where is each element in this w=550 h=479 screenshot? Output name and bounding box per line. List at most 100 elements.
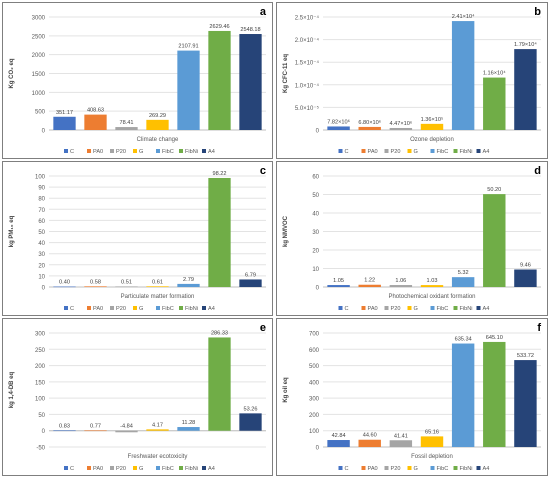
legend-swatch xyxy=(453,149,458,153)
y-tick-label: 1.0×10⁻⁴ xyxy=(295,82,320,89)
legend-swatch xyxy=(453,466,458,470)
bar-fibc xyxy=(451,343,475,447)
data-label: 6.80×10⁶ xyxy=(358,119,381,126)
legend-swatch xyxy=(156,149,160,153)
bar-fibc xyxy=(177,50,200,130)
y-tick-label: 3000 xyxy=(32,16,46,22)
legend-item-fibni: FibNi xyxy=(460,149,473,155)
bar-c xyxy=(327,126,350,130)
y-tick-label: 40 xyxy=(312,212,319,218)
y-tick-label: 200 xyxy=(309,413,320,419)
data-label: 4.17 xyxy=(152,422,163,428)
y-axis-title: kg 1,4-DB eq xyxy=(9,371,15,408)
data-label: 1.05 xyxy=(333,278,344,284)
bar-a4 xyxy=(239,413,262,431)
x-axis-title: Climate change xyxy=(137,137,179,143)
legend-item-pa0: PA0 xyxy=(368,306,378,312)
data-label: 645.10 xyxy=(486,335,503,341)
legend-item-pa0: PA0 xyxy=(93,149,103,155)
legend-swatch xyxy=(384,466,389,470)
panel-label: b xyxy=(534,6,541,18)
y-tick-label: 400 xyxy=(309,380,320,386)
chart-panel-a: 0 500 1000 1500 2000 2500 3000 351.17 408.63 78.4… xyxy=(2,2,273,159)
y-tick-label: 100 xyxy=(309,429,320,435)
bar-fibni xyxy=(208,30,231,130)
data-label: 408.63 xyxy=(87,108,104,114)
y-tick-label: 0 xyxy=(316,286,320,292)
legend-swatch xyxy=(156,466,160,470)
legend-item-g: G xyxy=(414,149,418,155)
y-tick-label: 50 xyxy=(312,193,319,199)
legend-swatch xyxy=(361,306,366,310)
y-tick-label: 60 xyxy=(312,175,319,181)
y-tick-label: 10 xyxy=(38,274,45,280)
data-label: 0.58 xyxy=(90,279,101,285)
y-tick-label: 2000 xyxy=(32,53,46,59)
bar-g xyxy=(146,119,169,130)
bar-a4 xyxy=(514,360,537,447)
data-label: 98.22 xyxy=(213,171,227,177)
bar-fibc xyxy=(177,427,200,431)
x-axis-title: Ozone depletion xyxy=(410,137,454,143)
legend-swatch xyxy=(87,466,91,470)
data-label: 5.32 xyxy=(458,270,469,276)
data-label: 0.83 xyxy=(59,423,70,429)
y-tick-label: 20 xyxy=(312,249,319,255)
data-label: 50.20 xyxy=(487,187,501,193)
bar-pa0 xyxy=(84,430,107,432)
legend-swatch xyxy=(64,466,68,470)
legend-item-a4: A4 xyxy=(208,306,215,312)
data-label: 78.41 xyxy=(120,120,134,126)
legend-item-c: C xyxy=(345,466,349,472)
legend-swatch xyxy=(338,149,343,153)
y-tick-label: 40 xyxy=(38,241,45,247)
legend-item-p20: P20 xyxy=(116,306,126,312)
y-tick-label: 50 xyxy=(38,230,45,236)
legend-item-fibc: FibC xyxy=(437,306,449,312)
y-tick-label: 0 xyxy=(316,446,320,452)
bar-fibni xyxy=(483,194,506,287)
bar-pa0 xyxy=(358,284,381,287)
legend-swatch xyxy=(407,149,412,153)
chart-c: 0 10 20 30 40 50 60 70 80 90 100 0.40 0.58 0.51 0.61 2.… xyxy=(9,171,266,312)
y-tick-label: 100 xyxy=(35,397,46,403)
data-label: 1.79×10⁴ xyxy=(514,41,537,48)
data-label: 2.41×10⁴ xyxy=(452,13,475,20)
chart-panel-d: 0 10 20 30 40 50 60 1.05 1.22 1.06 1.03 5.32 50.20 9.… xyxy=(276,161,548,316)
bar-fibc xyxy=(451,21,475,130)
x-axis-title: Fossil depletion xyxy=(411,454,453,460)
data-label: 44.60 xyxy=(363,433,377,439)
bar-c xyxy=(53,116,76,130)
panel-label: c xyxy=(259,165,266,177)
chart-f: 0 100 200 300 400 500 600 700 42.84 44.60 41.41 65.… xyxy=(283,332,541,472)
legend-swatch xyxy=(202,306,206,310)
bar-fibc xyxy=(451,277,475,287)
bar-p20 xyxy=(115,430,138,433)
y-tick-label: 2.5×10⁻⁴ xyxy=(295,15,320,22)
legend-swatch xyxy=(202,149,206,153)
bar-fibni xyxy=(483,77,506,130)
y-axis-title: kg NMVOC xyxy=(283,215,289,247)
legend-item-pa0: PA0 xyxy=(93,306,103,312)
bar-a4 xyxy=(239,279,262,287)
y-tick-label: -50 xyxy=(36,446,45,452)
y-tick-label: 60 xyxy=(38,219,45,225)
data-label: 2107.91 xyxy=(178,44,198,50)
y-tick-label: 90 xyxy=(38,186,45,192)
panel-label: d xyxy=(534,165,541,177)
bar-p20 xyxy=(389,285,413,287)
y-tick-label: 0 xyxy=(42,129,46,135)
data-label: 0.77 xyxy=(90,423,101,429)
legend-item-fibc: FibC xyxy=(162,149,174,155)
legend-item-p20: P20 xyxy=(391,466,401,472)
data-label: 42.84 xyxy=(332,433,346,439)
bar-g xyxy=(420,436,444,447)
bar-g xyxy=(420,285,444,287)
legend-swatch xyxy=(338,466,343,470)
legend-item-a4: A4 xyxy=(208,149,215,155)
legend-swatch xyxy=(179,466,183,470)
y-tick-label: 1500 xyxy=(32,72,46,78)
legend-swatch xyxy=(87,306,91,310)
legend-item-pa0: PA0 xyxy=(93,466,103,472)
legend-swatch xyxy=(430,149,435,153)
